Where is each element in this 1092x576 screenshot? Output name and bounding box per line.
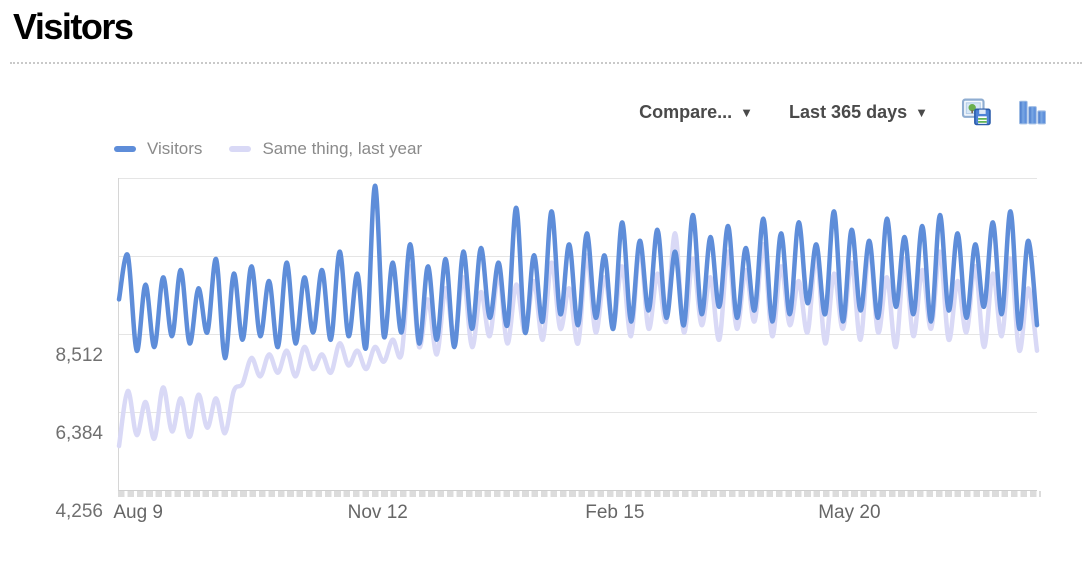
chart-type-button[interactable] [1017, 98, 1048, 126]
x-axis-tick-label: May 20 [818, 502, 881, 523]
line-chart-canvas [116, 183, 1040, 449]
gridline [119, 178, 1037, 179]
legend-item-last-year: Same thing, last year [229, 139, 422, 159]
date-range-dropdown[interactable]: Last 365 days ▼ [789, 102, 928, 123]
legend-swatch-last-year [229, 146, 252, 152]
chart-plot-area[interactable] [116, 178, 1041, 497]
chevron-down-icon: ▼ [915, 104, 928, 120]
gridline [119, 412, 1037, 413]
x-axis-tick-label: Nov 12 [347, 502, 408, 523]
y-axis-tick-label: 4,256 [55, 501, 103, 522]
chart-legend: Visitors Same thing, last year [114, 139, 449, 159]
x-axis-tick-label: Aug 9 [113, 502, 163, 523]
save-image-button[interactable] [961, 98, 992, 126]
compare-dropdown-label: Compare... [639, 101, 733, 122]
x-axis-labels: Aug 9 Nov 12 Feb 15 May 20 [113, 502, 1036, 528]
date-range-dropdown-label: Last 365 days [789, 101, 908, 122]
legend-item-visitors: Visitors [114, 139, 202, 159]
gridline [119, 256, 1037, 257]
y-axis-tick-label: 8,512 [55, 345, 103, 366]
legend-label-last-year: Same thing, last year [262, 139, 423, 158]
page-title: Visitors [13, 6, 134, 47]
chevron-down-icon: ▼ [740, 104, 754, 120]
legend-label-visitors: Visitors [147, 139, 203, 158]
x-axis-tick-label: Feb 15 [585, 502, 645, 523]
chart-controls: Compare... ▼ Last 365 days ▼ [639, 97, 1048, 127]
bar-chart-icon [1019, 100, 1046, 125]
x-axis-tick-strip [118, 491, 1041, 497]
divider [10, 62, 1082, 64]
legend-swatch-visitors [114, 146, 136, 152]
y-axis-tick-label: 6,384 [55, 423, 103, 444]
save-image-icon [961, 98, 991, 126]
compare-dropdown[interactable]: Compare... ▼ [639, 102, 753, 123]
visitors-line [116, 183, 1040, 361]
